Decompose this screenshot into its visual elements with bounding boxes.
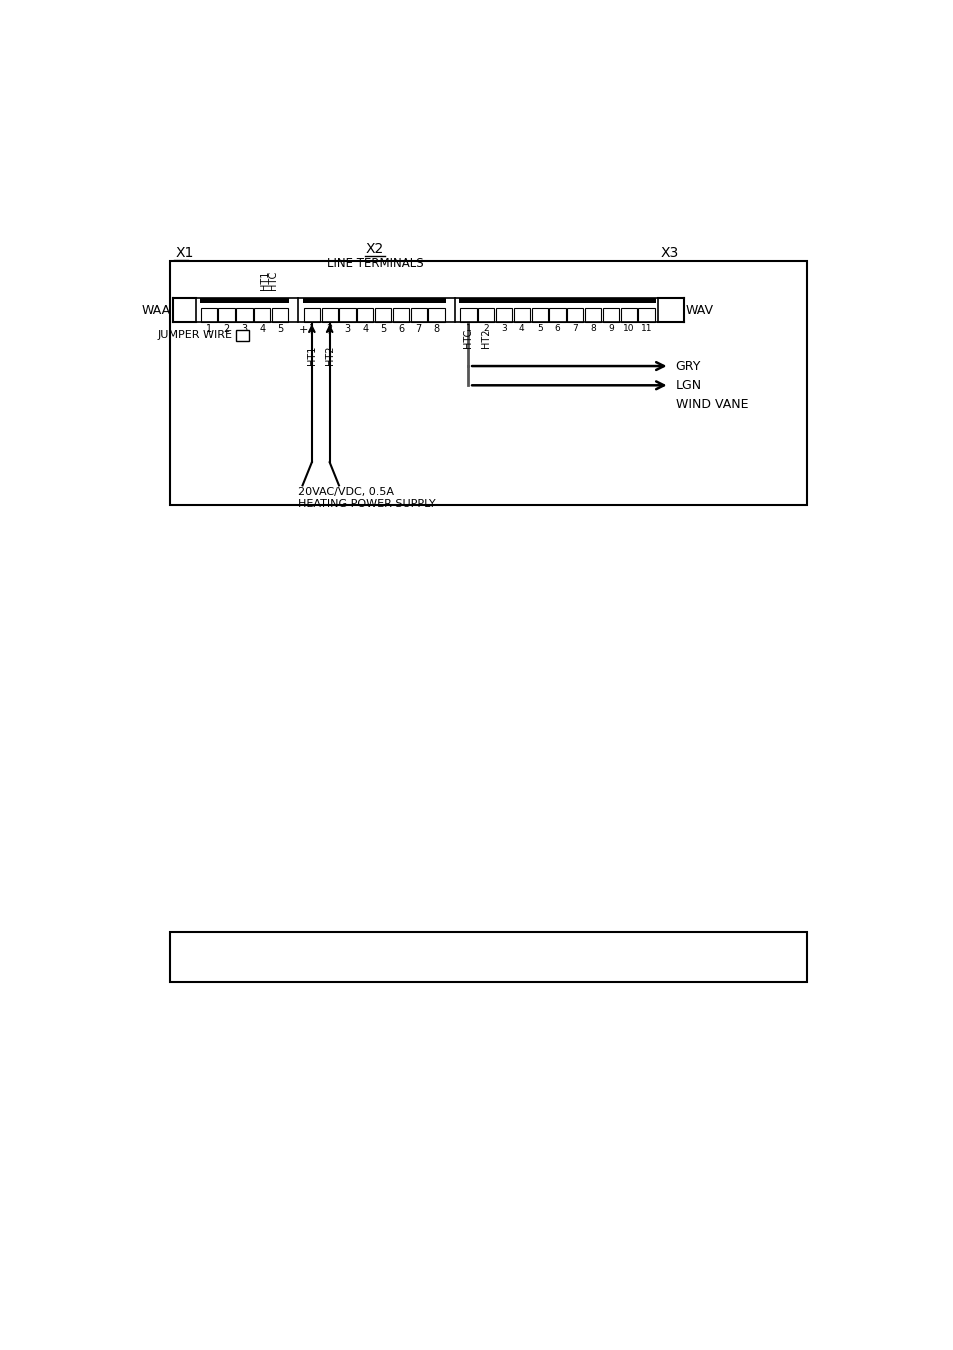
Text: 2: 2 (326, 324, 333, 333)
Bar (459, 298, 655, 302)
Text: HTC: HTC (463, 328, 473, 348)
Text: 3: 3 (500, 324, 506, 332)
Text: 6: 6 (397, 324, 404, 333)
Text: HT1: HT1 (307, 346, 316, 365)
Bar (638, 308, 654, 323)
Text: X3: X3 (660, 246, 679, 259)
Bar (303, 298, 445, 302)
Text: LINE TERMINALS: LINE TERMINALS (326, 258, 423, 270)
Text: X2: X2 (366, 242, 384, 256)
Text: 1: 1 (465, 324, 471, 332)
Text: 4: 4 (518, 324, 524, 332)
Text: 20VAC/VDC, 0.5A: 20VAC/VDC, 0.5A (297, 486, 394, 497)
Bar (459, 308, 476, 323)
Bar (303, 308, 319, 323)
Text: 2: 2 (483, 324, 489, 332)
Bar (410, 308, 427, 323)
Bar (236, 329, 249, 340)
Text: 2: 2 (223, 324, 230, 333)
Bar (513, 308, 530, 323)
Bar (200, 308, 216, 323)
Text: HT2: HT2 (480, 328, 491, 348)
Text: 3: 3 (344, 324, 350, 333)
Bar (253, 308, 270, 323)
Bar (375, 308, 391, 323)
Bar (170, 261, 806, 505)
Text: 9: 9 (607, 324, 613, 332)
Bar (199, 298, 289, 302)
Bar (584, 308, 600, 323)
Bar (170, 931, 806, 981)
Text: 4: 4 (259, 324, 265, 333)
Text: HT2: HT2 (324, 346, 335, 365)
Text: HTC: HTC (268, 270, 277, 290)
Bar (428, 308, 444, 323)
Text: +: + (298, 325, 308, 335)
Text: HEATING POWER SUPPLY: HEATING POWER SUPPLY (297, 500, 436, 509)
Text: 7: 7 (572, 324, 578, 332)
Text: LGN: LGN (675, 379, 701, 391)
Bar (602, 308, 618, 323)
Text: 1: 1 (309, 324, 314, 333)
Bar (339, 308, 355, 323)
Bar (195, 298, 658, 323)
Text: JUMPER WIRE: JUMPER WIRE (157, 331, 233, 340)
Text: 10: 10 (622, 324, 634, 332)
Text: HT1: HT1 (260, 270, 270, 290)
Text: 1: 1 (206, 324, 212, 333)
Bar (477, 308, 494, 323)
Text: 11: 11 (640, 324, 652, 332)
Bar (549, 308, 565, 323)
Text: GRY: GRY (675, 359, 700, 373)
Text: 3: 3 (241, 324, 247, 333)
Bar (531, 308, 547, 323)
Text: WAA: WAA (142, 304, 171, 317)
Text: X1: X1 (175, 246, 194, 259)
Bar (272, 308, 288, 323)
Text: 8: 8 (433, 324, 439, 333)
Bar (620, 308, 637, 323)
Text: 5: 5 (379, 324, 386, 333)
Text: 4: 4 (362, 324, 368, 333)
Bar (236, 308, 253, 323)
Bar (496, 308, 512, 323)
Text: 8: 8 (590, 324, 596, 332)
Text: 7: 7 (416, 324, 421, 333)
Text: WAV: WAV (685, 304, 713, 317)
Text: WIND VANE: WIND VANE (675, 398, 747, 410)
Text: 6: 6 (554, 324, 559, 332)
Bar (393, 308, 409, 323)
Bar (567, 308, 583, 323)
Bar (321, 308, 337, 323)
Bar (356, 308, 373, 323)
Text: 5: 5 (276, 324, 283, 333)
Text: 5: 5 (537, 324, 542, 332)
Bar (218, 308, 234, 323)
